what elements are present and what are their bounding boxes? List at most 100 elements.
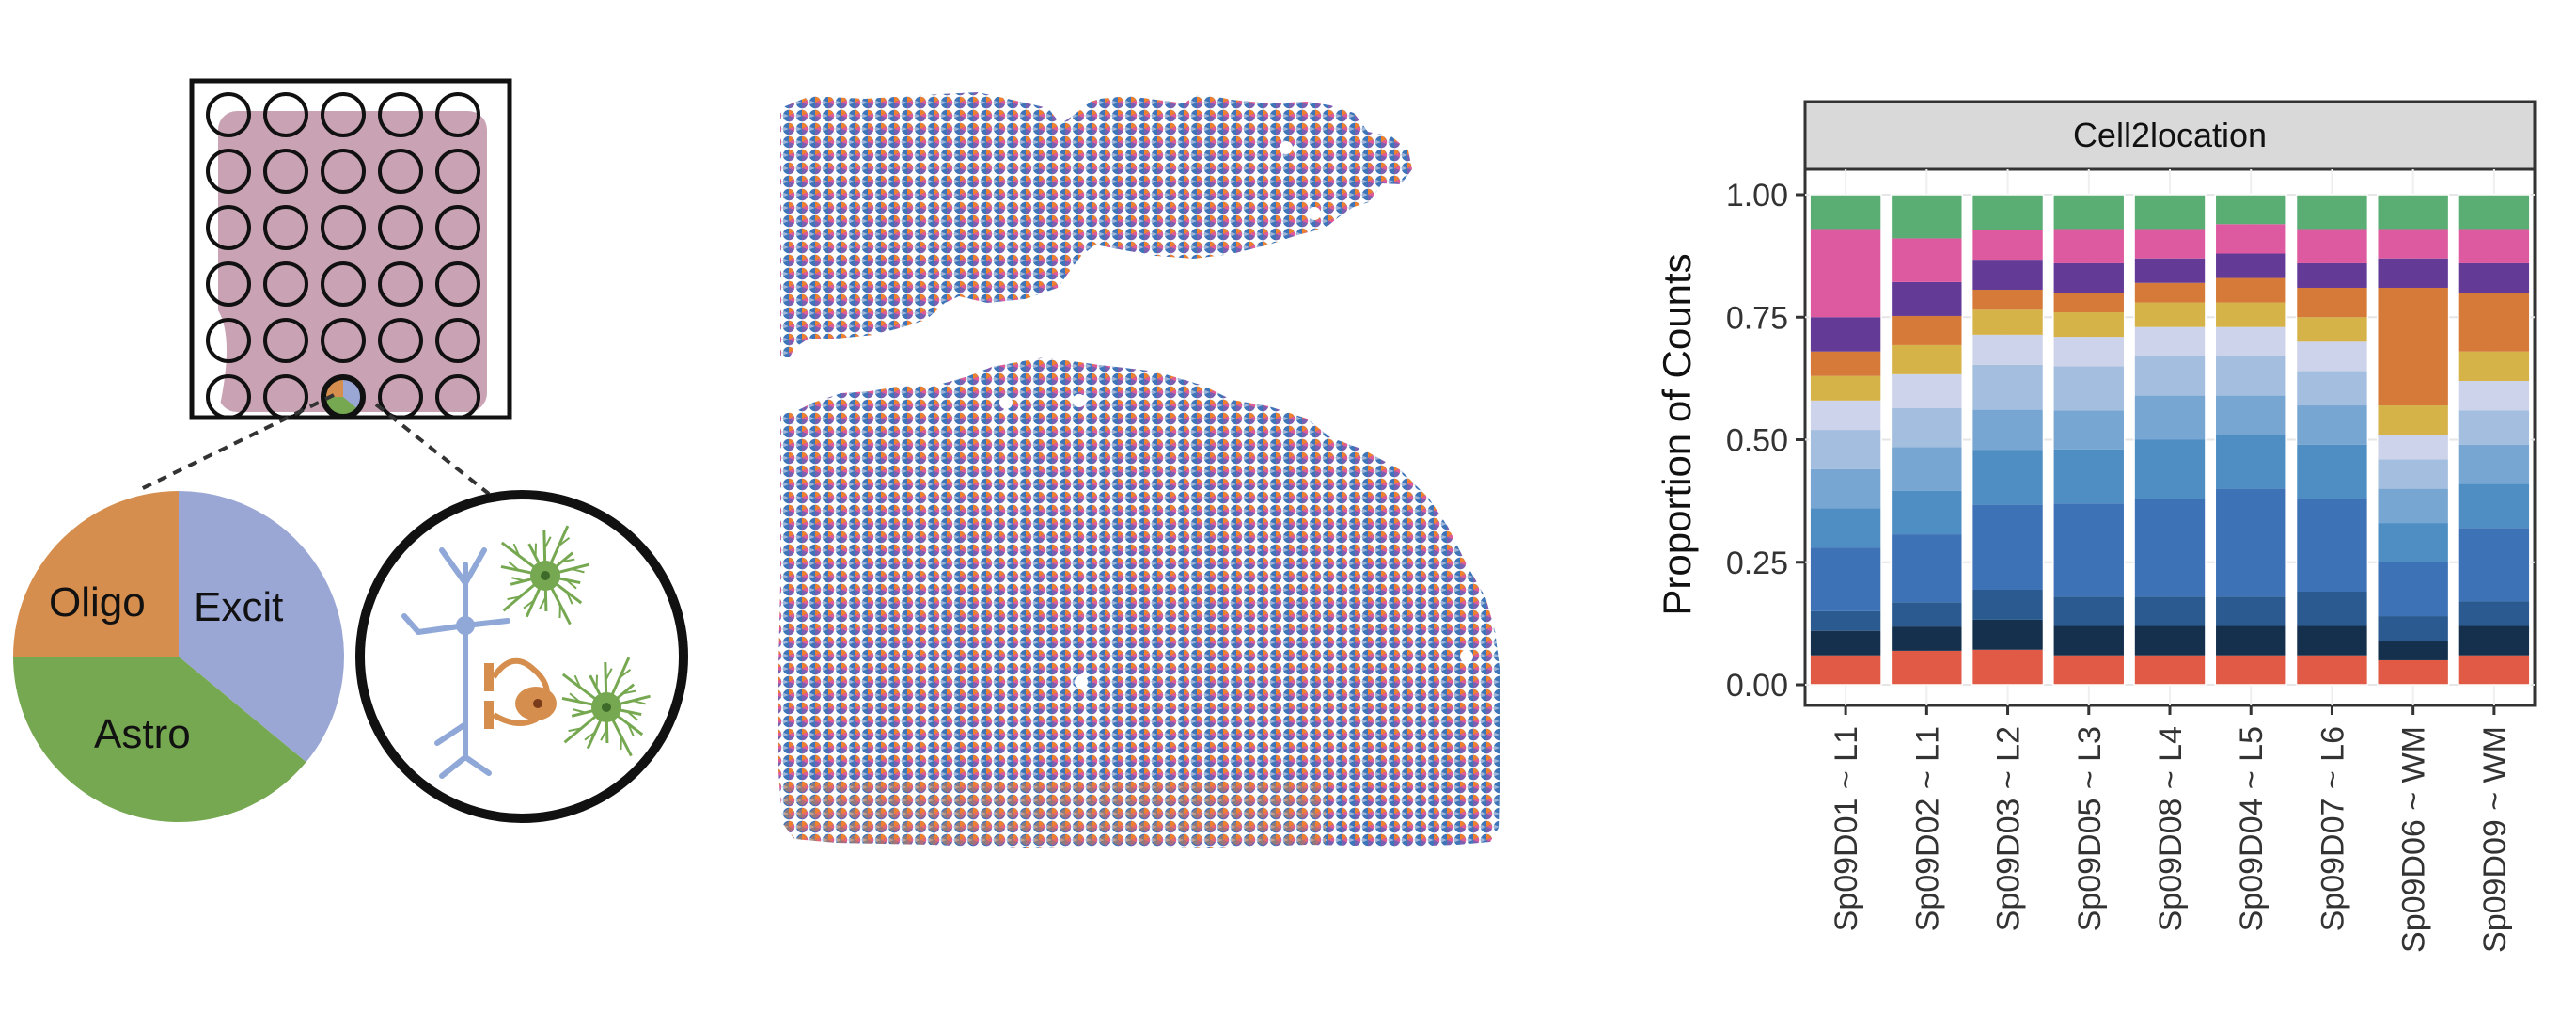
bar-segment [2134,229,2206,258]
bar-segment [1891,447,1962,490]
bar-segment [2458,381,2530,410]
bar-segment [1891,651,1962,685]
bar-segment [1810,656,1881,685]
y-tick-label: 0.25 [1726,546,1788,581]
bar-segment [2215,656,2286,685]
bar-segment [2458,528,2530,601]
bar-segment [2378,616,2449,641]
facet-title: Cell2location [2073,116,2267,154]
bar-segment [2378,523,2449,562]
bar-segment [2134,596,2206,625]
pie-slice-oligo [13,491,179,657]
x-tick-label: Sp09D05 ~ L3 [2072,726,2108,931]
pie-label-astro: Astro [94,711,191,757]
bar-segment [1810,611,1881,631]
bar-segment [2215,195,2286,224]
x-tick-label: Sp09D06 ~ WM [2396,726,2432,953]
y-axis-title: Proportion of Counts [1655,253,1699,615]
bar-segment [2053,656,2125,685]
schematic-figure: Oligo Excit Astro [0,0,715,1008]
bar-segment [2134,499,2206,596]
bar-segment [2134,396,2206,440]
pie-label-oligo: Oligo [49,579,146,625]
bar-segment [1891,374,1962,408]
bar-segment [1891,602,1962,626]
bar-segment [2215,224,2286,253]
bar-segment [2378,562,2449,616]
bar-segment [1810,352,1881,376]
x-tick-label: Sp09D07 ~ L6 [2315,726,2350,931]
tissue-spot-map [743,56,1608,903]
bar-segment [1972,365,2044,410]
y-tick-label: 0.50 [1726,423,1788,459]
x-tick-label: Sp09D08 ~ L4 [2153,726,2189,931]
spot-schematic-panel: Oligo Excit Astro [0,0,715,1008]
bar-segment [2297,341,2368,371]
bar-segment [2297,195,2368,229]
bar-segment [2215,435,2286,488]
y-axis: 0.000.250.500.751.00 [1726,178,1805,704]
bar-segment [2053,337,2125,366]
bar-segment [2215,625,2286,655]
bar-segment [2134,440,2206,499]
bar-segment [2378,660,2449,685]
bar-segment [2215,489,2286,597]
pie-label-excit: Excit [194,584,283,630]
bar-segment [2378,459,2449,488]
bar-segment [2378,435,2449,459]
bar-segment [2053,263,2125,293]
cell-illustration-circle [360,495,683,818]
bar-segment [2297,592,2368,625]
x-tick-label: Sp09D09 ~ WM [2477,726,2513,953]
bar-segment [2297,229,2368,262]
bar-segment [2297,372,2368,405]
bar-segment [2458,352,2530,381]
bar-segment [1972,410,2044,451]
bar-segment [2297,625,2368,655]
bar-segment [2053,450,2125,503]
bar-segment [1972,590,2044,620]
x-tick-label: Sp09D04 ~ L5 [2234,726,2270,931]
bar-segment [1810,317,1881,351]
bar-segment [2134,625,2206,655]
bar-segment [1972,309,2044,335]
bar-segment [1891,195,1962,238]
bar-segment [1891,238,1962,281]
bar-segment [2134,656,2206,685]
bar-segment [1810,469,1881,509]
bar-segment [2297,656,2368,685]
bar-segment [2458,656,2530,685]
bar-segment [1972,230,2044,260]
bar-segment [2297,317,2368,341]
tissue-spot-map-panel [743,56,1608,903]
bar-segment [2134,195,2206,229]
bar-segment [2134,259,2206,283]
bar-segment [2378,259,2449,288]
bar-segment [1810,376,1881,401]
bar-segment [2458,410,2530,444]
bar-segment [1810,195,1881,229]
bar-segment [2458,263,2530,293]
bar-segment [2215,254,2286,278]
bar-segment [2053,410,2125,450]
bar-segment [2458,601,2530,625]
tissue-background [218,111,487,412]
bar-segment [1891,491,1962,534]
x-tick-label: Sp09D02 ~ L1 [1909,726,1945,931]
bar-segment [1972,260,2044,290]
bar-segment [1810,631,1881,656]
bar-segment [2053,596,2125,625]
bar-segment [2458,445,2530,484]
bar-segment [1810,547,1881,611]
bar-segment [1891,316,1962,345]
bar-segment [1891,408,1962,447]
bar-segment [2458,483,2530,528]
bar-segment [1972,505,2044,590]
bar-segment [1972,650,2044,685]
bar-segment [2053,312,2125,337]
bar-segment [1810,430,1881,469]
stacked-bar-chart: Cell2location 0.000.250.500.751.00 Sp09D… [1626,0,2576,1008]
y-tick-label: 1.00 [1726,178,1788,214]
bar-segment [2134,283,2206,303]
